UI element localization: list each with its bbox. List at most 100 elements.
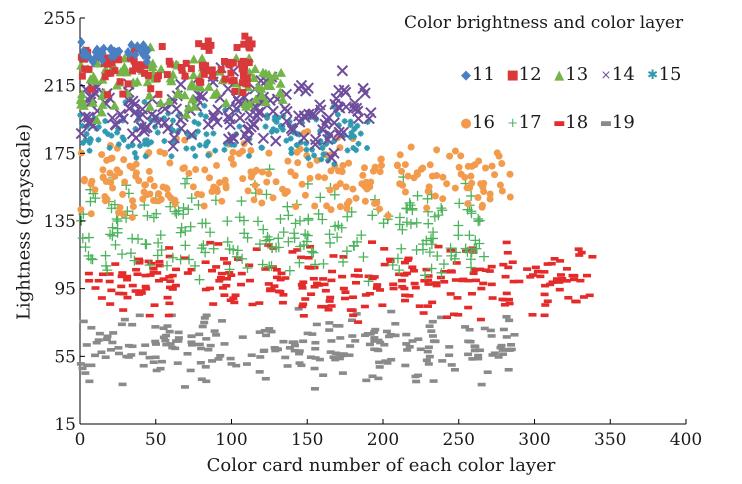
point-series-13 <box>209 89 220 99</box>
point-series-17 <box>464 230 475 241</box>
point-series-12 <box>108 59 116 67</box>
point-series-15 <box>262 123 269 130</box>
point-series-16 <box>293 148 301 156</box>
point-series-12 <box>116 78 124 86</box>
point-series-18 <box>380 262 389 267</box>
point-series-19 <box>238 335 247 339</box>
point-series-19 <box>97 350 106 355</box>
point-series-18 <box>488 296 497 300</box>
point-series-19 <box>411 374 420 379</box>
point-series-13 <box>119 62 130 72</box>
point-series-16 <box>192 166 200 174</box>
point-series-16 <box>464 200 472 208</box>
point-series-17 <box>426 239 437 250</box>
point-series-18 <box>453 296 462 300</box>
point-series-19 <box>290 343 299 348</box>
point-series-16 <box>486 190 494 198</box>
point-series-12 <box>238 79 246 87</box>
point-series-18 <box>307 292 316 296</box>
point-series-16 <box>265 149 273 157</box>
point-series-19 <box>346 344 355 348</box>
point-series-14 <box>162 122 174 135</box>
point-series-17 <box>306 246 317 257</box>
point-series-13 <box>76 99 87 109</box>
point-series-18 <box>155 259 164 264</box>
point-series-16 <box>119 210 127 218</box>
point-series-15 <box>154 129 161 136</box>
point-series-19 <box>496 345 505 350</box>
point-series-17 <box>107 222 118 233</box>
point-series-15 <box>167 125 174 132</box>
point-series-18 <box>171 283 180 288</box>
point-series-15 <box>169 117 176 124</box>
point-series-18 <box>476 317 485 322</box>
point-series-16 <box>222 181 230 189</box>
point-series-19 <box>202 337 211 341</box>
point-series-19 <box>401 363 410 368</box>
point-series-19 <box>200 320 209 325</box>
point-series-16 <box>496 181 504 189</box>
point-series-19 <box>196 361 205 365</box>
point-series-19 <box>174 336 183 340</box>
point-series-17 <box>197 218 208 229</box>
point-series-18 <box>401 298 410 303</box>
point-series-19 <box>114 351 123 356</box>
point-series-15 <box>144 141 151 148</box>
point-series-16 <box>80 175 88 183</box>
point-series-14 <box>349 97 361 109</box>
point-series-14 <box>244 109 256 121</box>
point-series-17 <box>176 222 187 233</box>
point-series-18 <box>338 274 347 279</box>
point-series-19 <box>206 343 215 348</box>
legend-item-17: +17 <box>507 112 541 133</box>
point-series-16 <box>363 185 371 193</box>
point-series-16 <box>475 157 483 165</box>
point-series-18 <box>327 278 336 283</box>
point-series-19 <box>187 343 196 347</box>
point-series-16 <box>229 148 237 156</box>
point-series-19 <box>504 367 513 372</box>
point-series-12 <box>130 57 138 65</box>
point-series-15 <box>204 138 211 145</box>
point-series-18 <box>422 267 431 272</box>
point-series-15 <box>331 160 338 167</box>
point-series-16 <box>349 185 357 193</box>
point-series-19 <box>408 339 417 343</box>
legend-marker-19: ▬ <box>599 115 613 131</box>
point-series-19 <box>151 325 160 329</box>
point-series-17 <box>100 250 111 261</box>
legend-label-16: 16 <box>472 112 495 133</box>
point-series-15 <box>191 118 198 125</box>
point-series-12 <box>124 80 132 88</box>
point-series-18 <box>272 267 281 272</box>
point-series-16 <box>116 169 124 177</box>
point-series-19 <box>83 363 92 368</box>
point-series-18 <box>528 313 537 317</box>
point-series-18 <box>270 284 279 288</box>
point-series-18 <box>531 265 540 270</box>
point-series-18 <box>276 289 285 294</box>
point-series-19 <box>174 330 183 335</box>
point-series-17 <box>102 265 113 276</box>
point-series-17 <box>302 230 313 241</box>
point-series-16 <box>433 171 441 179</box>
point-series-14 <box>329 98 341 111</box>
point-series-14 <box>270 135 282 147</box>
point-series-13 <box>92 58 103 68</box>
point-series-17 <box>205 227 216 238</box>
point-series-19 <box>255 330 264 334</box>
point-series-19 <box>499 352 508 356</box>
point-series-18 <box>502 291 511 296</box>
point-series-18 <box>464 278 473 283</box>
point-series-18 <box>299 314 308 318</box>
point-series-18 <box>408 265 417 270</box>
point-series-16 <box>198 191 206 199</box>
point-series-14 <box>245 121 257 133</box>
point-series-19 <box>288 340 297 345</box>
point-series-11 <box>77 37 86 48</box>
point-series-19 <box>361 333 370 338</box>
point-series-15 <box>351 133 358 140</box>
point-series-15 <box>87 136 94 143</box>
point-series-19 <box>212 333 221 337</box>
point-series-14 <box>227 131 239 143</box>
